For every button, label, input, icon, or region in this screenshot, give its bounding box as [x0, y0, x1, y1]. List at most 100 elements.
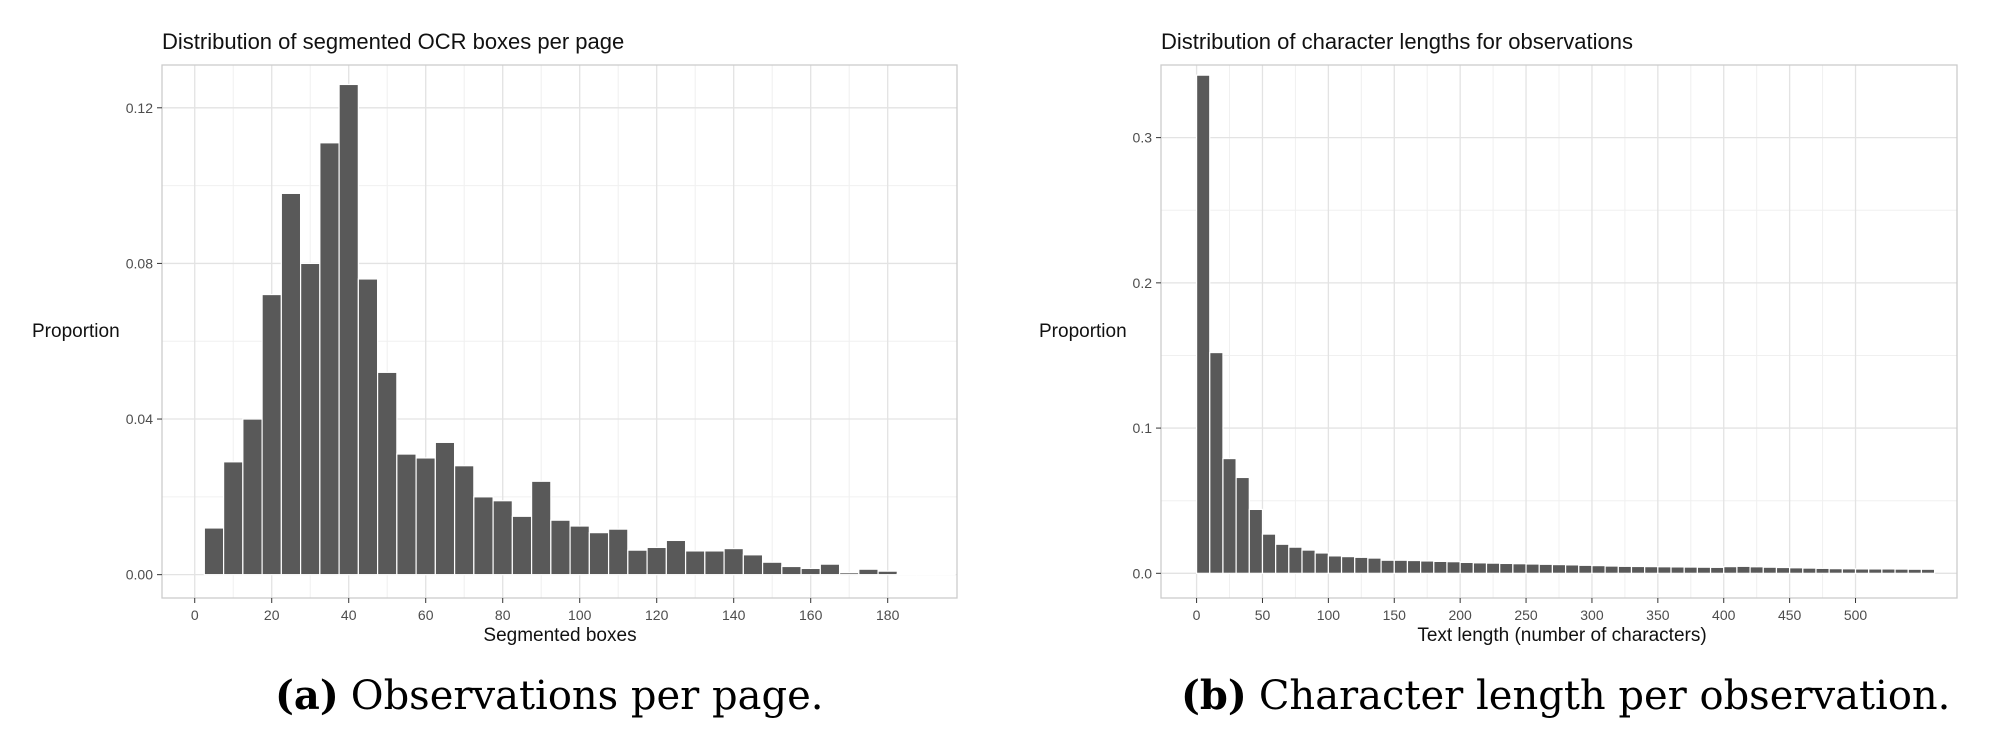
x-tick-label: 0 — [1193, 607, 1201, 623]
histogram-bar — [665, 539, 687, 576]
histogram-bar — [1195, 74, 1211, 574]
x-tick-label: 50 — [1255, 607, 1271, 623]
histogram-bar — [1472, 562, 1488, 574]
histogram-bar — [1564, 564, 1580, 574]
x-tick-label: 100 — [1317, 607, 1341, 623]
chart-panel-a: 0 20 40 60 80 100 120 140 160 180 0.00 0.04 0.08 0.12… — [0, 0, 1007, 741]
histogram-bar — [1828, 568, 1843, 574]
histogram-bar — [1841, 568, 1857, 574]
histogram-bar — [1696, 566, 1712, 574]
histogram-bar — [1881, 568, 1896, 574]
histogram-bar — [646, 546, 667, 576]
x-tick-label: 160 — [799, 607, 823, 623]
histogram-bar — [1222, 457, 1237, 574]
histogram-bar — [1446, 561, 1461, 574]
histogram-bar — [1551, 563, 1567, 574]
panel-border — [1160, 64, 1958, 599]
histogram-bar — [723, 547, 744, 576]
histogram-bar — [1314, 552, 1329, 574]
x-tick-label: 200 — [1448, 607, 1472, 623]
histogram-bar — [1670, 566, 1685, 574]
caption-tag: (a) — [275, 672, 339, 719]
histogram-bar — [1288, 546, 1303, 574]
x-tick-label: 100 — [568, 607, 592, 623]
y-tick-label: 0.0 — [1133, 565, 1153, 581]
panel-border — [161, 64, 958, 599]
x-tick-label: 40 — [341, 607, 357, 623]
histogram-bar — [492, 500, 513, 576]
x-tick-label: 500 — [1844, 607, 1868, 623]
histogram-bar — [1617, 565, 1633, 574]
x-tick-label: 20 — [264, 607, 280, 623]
caption-text: Character length per observation. — [1258, 673, 1951, 719]
x-tick-label: 400 — [1712, 607, 1736, 623]
x-tick-label: 0 — [191, 607, 199, 623]
histogram-bar — [1907, 568, 1923, 574]
x-tick-label: 450 — [1778, 607, 1802, 623]
histogram-bar — [896, 572, 918, 576]
plot-area: 0 20 40 60 80 100 120 140 160 180 0.00 0.04 0.08 0.12 — [126, 64, 958, 623]
histogram-bar — [627, 549, 648, 576]
y-tick-label: 0.00 — [126, 567, 153, 583]
histogram-bar — [396, 453, 417, 576]
histogram-bar — [415, 457, 436, 576]
histogram-bar — [607, 528, 629, 576]
histogram-bar — [242, 418, 263, 576]
histogram-bar — [1894, 568, 1909, 574]
histogram-bar — [935, 572, 956, 576]
histogram-bar — [1578, 564, 1593, 574]
x-tick-label: 180 — [876, 607, 900, 623]
histogram-bar — [530, 480, 552, 576]
histogram-bar — [550, 519, 571, 576]
histogram-bar — [1644, 566, 1659, 574]
y-tick-label: 0.3 — [1133, 130, 1153, 146]
histogram-bar — [1354, 556, 1369, 574]
histogram-bar — [319, 142, 340, 576]
figure-caption-b: (b) Character length per observation. — [1181, 672, 1950, 719]
histogram-bar — [1775, 566, 1791, 574]
histogram-bar — [1235, 476, 1250, 574]
caption-text: Observations per page. — [350, 673, 824, 719]
x-tick-label: 250 — [1514, 607, 1538, 623]
histogram-bar — [1420, 560, 1435, 574]
histogram-bar — [1512, 563, 1527, 574]
plot-area: 0 50 100 150 200 250 300 350 400 450 500 0.0 0.1 0.2 0… — [1133, 64, 1958, 623]
histogram-bar — [511, 515, 533, 576]
histogram-bar — [800, 567, 821, 576]
caption-tag: (b) — [1181, 672, 1247, 719]
x-tick-label: 350 — [1646, 607, 1670, 623]
histogram-bar — [1275, 543, 1290, 574]
histogram-bar — [858, 568, 879, 576]
histogram-bar — [1762, 566, 1778, 574]
histogram-bar — [203, 527, 225, 576]
histogram-bar — [1630, 565, 1646, 574]
x-tick-label: 140 — [722, 607, 746, 623]
histogram-bar — [1525, 563, 1540, 574]
histogram-bar — [1380, 559, 1395, 574]
histogram-bar — [915, 573, 937, 576]
histogram-bar — [376, 371, 398, 576]
x-axis-title: Segmented boxes — [483, 625, 636, 646]
histogram-bar — [1209, 351, 1224, 574]
histogram-bar — [781, 565, 802, 576]
histogram-bar — [1367, 557, 1382, 574]
histogram-bar — [1538, 563, 1554, 574]
histogram-bar — [1459, 561, 1474, 574]
chart-title: Distribution of character lengths for ob… — [1161, 29, 1633, 54]
chart-title: Distribution of segmented OCR boxes per … — [162, 29, 624, 54]
histogram-bar — [1749, 566, 1764, 574]
histogram-bar — [1485, 562, 1501, 574]
histogram-bar — [357, 278, 379, 576]
histogram-bar — [1815, 567, 1830, 574]
histogram-bar — [1591, 565, 1606, 574]
histogram-bar — [704, 550, 725, 576]
histogram-bar — [761, 561, 783, 576]
histogram-bar — [569, 525, 590, 576]
histogram-bar — [1868, 568, 1883, 574]
x-tick-label: 120 — [645, 607, 669, 623]
histogram-bar — [1789, 567, 1804, 574]
histogram-bar — [838, 572, 860, 576]
histogram-bar — [1406, 559, 1422, 574]
histogram-bar — [742, 554, 764, 576]
histogram-bar — [222, 461, 244, 576]
